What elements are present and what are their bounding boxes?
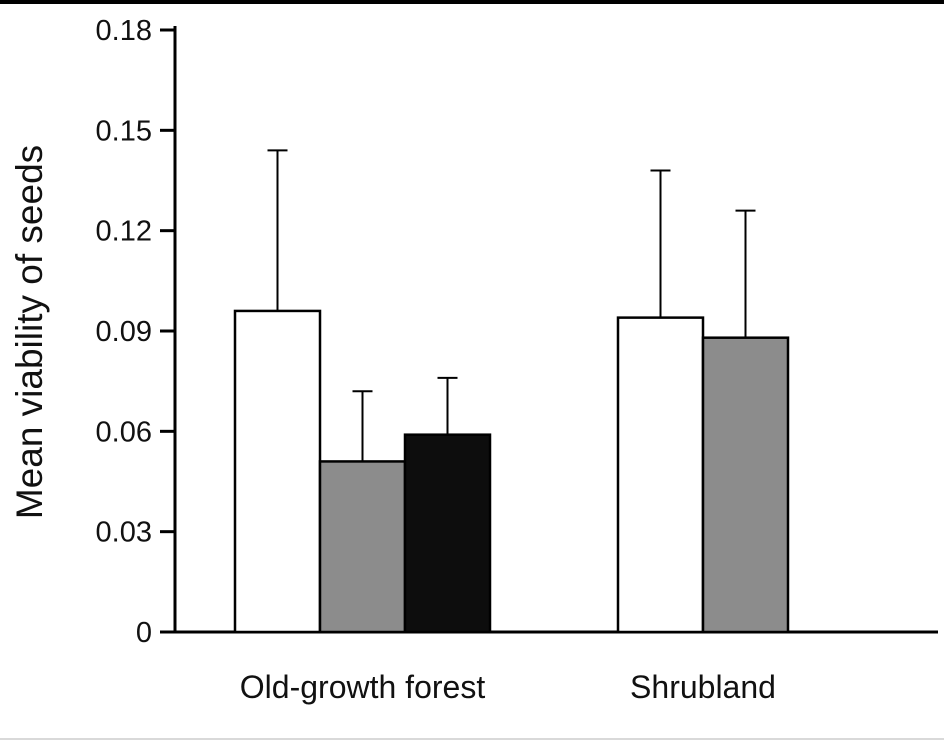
x-category-label: Old-growth forest bbox=[240, 669, 486, 705]
figure-bottom-border bbox=[0, 738, 944, 740]
gray-bar bbox=[701, 336, 790, 634]
y-tick-label: 0.15 bbox=[96, 115, 152, 147]
x-category-label: Shrubland bbox=[630, 669, 776, 705]
y-tick-label: 0.03 bbox=[96, 517, 152, 549]
y-tick-label: 0 bbox=[136, 617, 152, 649]
white-bar bbox=[233, 309, 322, 634]
gray-bar bbox=[318, 460, 407, 634]
y-tick-label: 0.09 bbox=[96, 316, 152, 348]
y-tick-label: 0.18 bbox=[96, 15, 152, 47]
figure-top-border bbox=[0, 0, 944, 4]
y-tick-label: 0.12 bbox=[96, 216, 152, 248]
white-bar bbox=[616, 316, 705, 634]
y-tick-label: 0.06 bbox=[96, 416, 152, 448]
black-bar bbox=[403, 433, 492, 634]
